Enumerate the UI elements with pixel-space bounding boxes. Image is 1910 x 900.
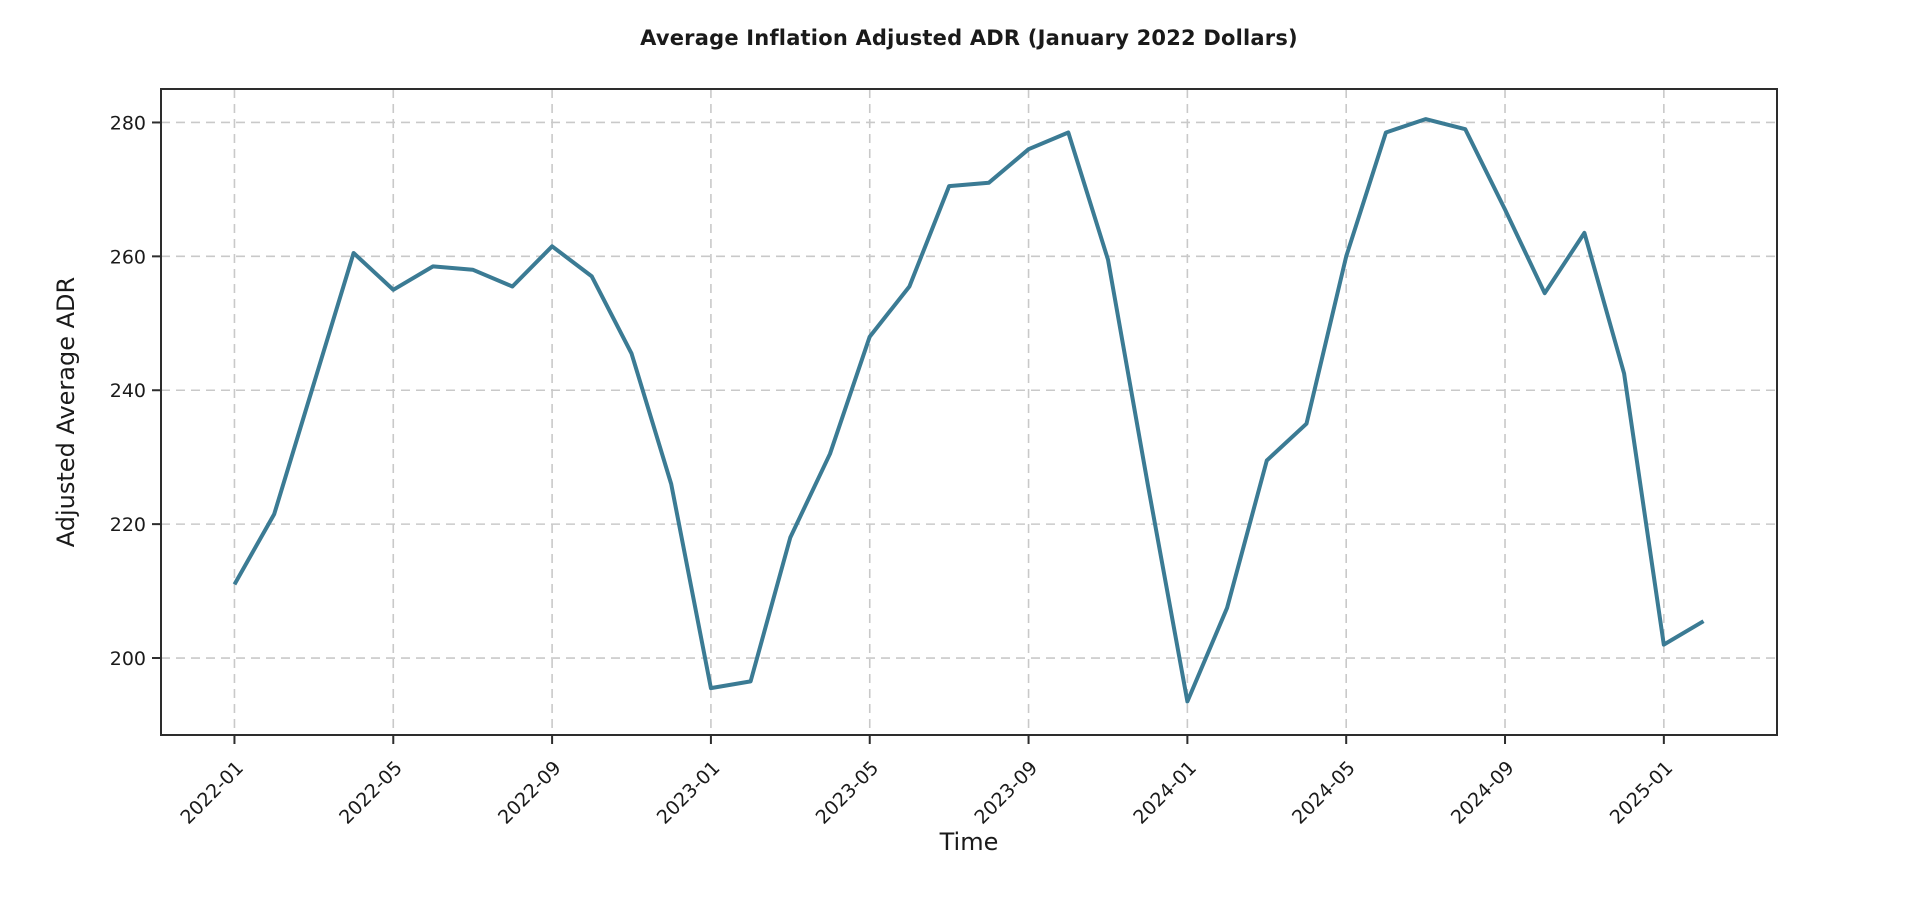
x-tick-label: 2023-05 — [812, 757, 884, 829]
y-tick-label: 220 — [110, 514, 146, 536]
x-tick-label: 2025-01 — [1606, 757, 1678, 829]
x-tick-label: 2024-09 — [1447, 757, 1519, 829]
adr-series-line — [232, 117, 1705, 704]
y-tick-label: 280 — [110, 112, 146, 134]
x-tick-label: 2023-09 — [970, 757, 1042, 829]
y-tick-label: 200 — [110, 648, 146, 670]
x-tick-label: 2022-01 — [176, 757, 248, 829]
y-tick-label: 240 — [110, 380, 146, 402]
y-tick-label: 260 — [110, 246, 146, 268]
x-tick-label: 2022-05 — [335, 757, 407, 829]
x-axis-label: Time — [939, 828, 999, 856]
x-tick-label: 2024-01 — [1129, 757, 1201, 829]
x-tick-label: 2024-05 — [1288, 757, 1360, 829]
chart-title: Average Inflation Adjusted ADR (January … — [640, 26, 1298, 50]
plot-border — [160, 88, 1778, 736]
x-tick-label: 2022-09 — [494, 757, 566, 829]
x-tick-label: 2023-01 — [653, 757, 725, 829]
